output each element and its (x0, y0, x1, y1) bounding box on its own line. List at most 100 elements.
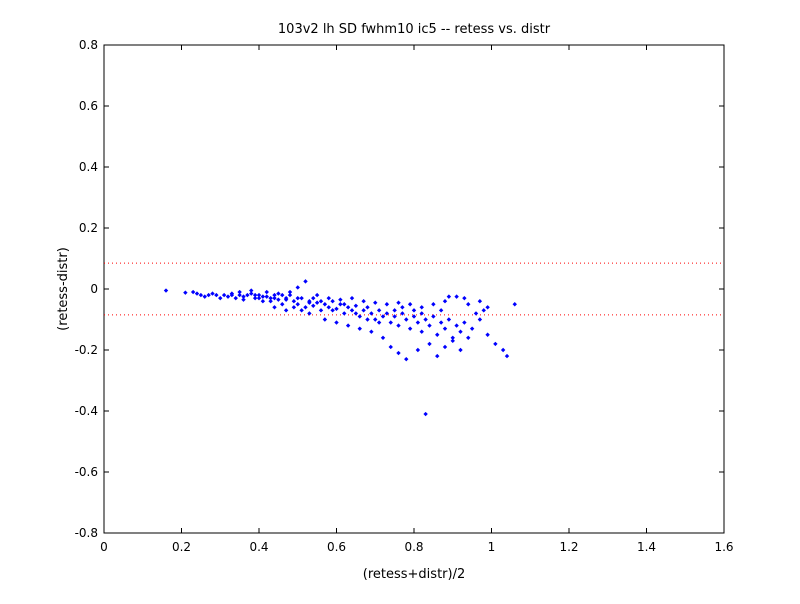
data-point (318, 299, 324, 304)
data-point (334, 320, 339, 325)
data-point (345, 305, 351, 310)
x-axis-label: (retess+distr)/2 (363, 567, 465, 582)
data-point (411, 314, 417, 319)
y-tick-label: 0.4 (79, 160, 98, 174)
data-point (400, 305, 405, 310)
data-point (380, 314, 386, 319)
data-point (407, 326, 413, 331)
x-tick-label: 0 (100, 540, 108, 554)
data-point (427, 323, 432, 328)
data-point (392, 308, 397, 313)
data-point (233, 295, 238, 301)
data-point (380, 335, 386, 340)
data-point (326, 295, 331, 301)
data-point (252, 292, 258, 298)
data-point (307, 311, 312, 316)
data-point (241, 297, 246, 302)
data-point (260, 299, 266, 304)
data-point (338, 302, 343, 307)
data-point (369, 329, 374, 334)
y-tick-label: -0.8 (75, 526, 98, 540)
data-point (477, 299, 483, 304)
data-point (256, 292, 262, 298)
data-point (462, 320, 467, 325)
data-point (450, 338, 455, 344)
data-point (415, 347, 421, 353)
data-point (280, 292, 285, 298)
data-point (373, 317, 378, 322)
data-point (272, 292, 277, 298)
data-point (295, 285, 300, 290)
data-point (493, 341, 498, 347)
data-point (365, 305, 370, 310)
data-point (326, 305, 331, 310)
data-point (407, 302, 413, 307)
x-axis-ticks: 0 0.2 0.4 0.6 0.8 1 1.2 1.4 1.6 (100, 45, 734, 554)
data-point (376, 308, 382, 313)
plot-area (103, 44, 725, 534)
data-point (268, 295, 273, 301)
data-point (283, 297, 289, 302)
y-tick-label: 0 (90, 282, 98, 296)
data-point (435, 353, 440, 359)
y-axis-label: (retess-distr) (56, 247, 71, 331)
data-point (485, 305, 490, 310)
data-point (190, 289, 196, 295)
data-point (473, 311, 479, 316)
data-point (272, 295, 277, 301)
data-point (299, 308, 304, 313)
data-point (419, 329, 424, 334)
data-point (249, 291, 254, 296)
data-point (291, 305, 297, 310)
data-point (280, 302, 285, 307)
data-point (353, 303, 359, 308)
data-point (392, 314, 397, 319)
data-point (245, 292, 250, 298)
data-point (477, 317, 483, 322)
data-point (314, 300, 320, 305)
data-point (338, 297, 343, 302)
data-point (322, 317, 328, 322)
y-tick-label: 0.8 (79, 38, 98, 52)
data-point (431, 314, 436, 319)
data-point (295, 302, 300, 307)
y-tick-label: -0.4 (75, 404, 98, 418)
x-tick-label: 1.6 (714, 540, 733, 554)
data-point (481, 308, 486, 313)
data-point (322, 302, 328, 307)
data-point (330, 299, 335, 304)
x-tick-label: 1.4 (637, 540, 656, 554)
data-point (264, 294, 269, 299)
data-point (342, 311, 347, 316)
data-point (283, 308, 289, 313)
data-point (345, 323, 351, 328)
data-point (272, 305, 277, 310)
data-point (388, 344, 393, 350)
data-point (442, 299, 448, 304)
data-point (295, 295, 300, 301)
data-point (396, 300, 401, 305)
data-point (462, 295, 467, 301)
data-point (268, 299, 273, 304)
data-point (334, 306, 339, 312)
chart-title: 103v2 lh SD fwhm10 ic5 -- retess vs. dis… (278, 22, 551, 37)
data-point (357, 314, 362, 319)
data-point (353, 311, 359, 316)
x-tick-label: 1 (488, 540, 496, 554)
data-point (303, 279, 308, 284)
data-point (330, 308, 335, 313)
data-point (256, 295, 262, 301)
data-point (435, 332, 440, 337)
data-point (291, 299, 297, 304)
data-point (384, 311, 390, 316)
data-point (404, 356, 409, 362)
data-point (442, 344, 448, 350)
y-tick-label: -0.6 (75, 465, 98, 479)
data-point (458, 329, 463, 334)
data-point (287, 292, 293, 298)
data-point (260, 294, 266, 299)
data-point (311, 303, 316, 308)
data-point (198, 292, 204, 298)
data-point (307, 300, 312, 305)
